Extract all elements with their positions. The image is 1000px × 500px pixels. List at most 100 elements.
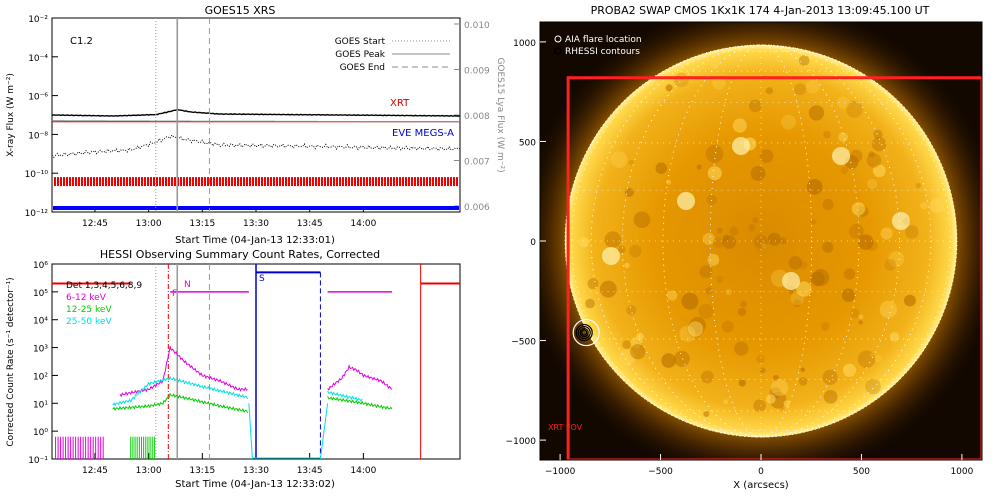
goes-flag-mark xyxy=(453,177,455,187)
solar-texture-blob xyxy=(798,55,810,66)
solar-texture-blob xyxy=(781,114,796,130)
goes-flag-mark xyxy=(330,177,332,187)
solar-texture-blob xyxy=(729,226,739,236)
goes-flag-mark xyxy=(225,177,227,187)
goes-flag-mark xyxy=(342,177,344,187)
goes-flag-mark xyxy=(168,177,170,187)
solar-texture-blob xyxy=(622,340,631,350)
solar-texture-blob xyxy=(799,261,808,270)
goes-flag-mark xyxy=(336,177,338,187)
solar-texture-blob xyxy=(752,217,759,224)
solar-texture-blob xyxy=(618,245,626,254)
solar-texture-blob xyxy=(857,234,874,250)
solar-texture-blob xyxy=(626,305,637,316)
solar-texture-blob xyxy=(794,83,807,96)
solar-texture-blob xyxy=(837,96,850,109)
solar-texture-blob xyxy=(880,227,893,240)
solar-texture-blob xyxy=(748,224,756,231)
rhessi-contour xyxy=(577,325,591,340)
solar-texture-blob xyxy=(753,234,768,249)
solar-texture-blob xyxy=(796,281,812,297)
solar-texture-blob xyxy=(710,60,719,69)
solar-texture-blob xyxy=(705,287,713,295)
solar-texture-blob xyxy=(822,198,834,211)
goes-flag-mark xyxy=(237,177,239,187)
goes-flag-mark xyxy=(390,177,392,187)
solar-texture-blob xyxy=(629,244,642,258)
goes-x-tick-label: 13:00 xyxy=(136,219,162,229)
goes-flag-mark xyxy=(99,177,101,187)
rhessi-contours xyxy=(575,323,593,342)
goes-flag-mark xyxy=(54,177,56,187)
rhessi-x-tick-label: 14:00 xyxy=(350,466,376,476)
goes-series-goes-lya xyxy=(52,120,460,123)
solar-texture-blob xyxy=(851,202,866,216)
solar-texture-blob xyxy=(706,194,717,205)
solar-texture-blob xyxy=(630,344,646,360)
rhessi-xlabel: Start Time (04-Jan-13 12:33:02) xyxy=(175,479,335,490)
goes-flag-mark xyxy=(90,177,92,187)
goes-x-tick-label: 14:00 xyxy=(350,219,376,229)
goes-y-tick-label: 10⁻⁶ xyxy=(28,93,48,103)
goes-flag-mark xyxy=(72,177,74,187)
rhessi-contour xyxy=(579,327,589,338)
solar-texture-blob xyxy=(872,164,886,178)
solar-texture-blob xyxy=(725,288,732,296)
legend-open-circle-icon xyxy=(554,35,562,43)
rhessi-x-tick-label: 13:30 xyxy=(243,466,269,476)
goes-flag-mark xyxy=(207,177,209,187)
solar-texture-blob xyxy=(674,72,689,88)
rhessi-series-25-50-keV xyxy=(327,390,363,402)
solar-texture-blob xyxy=(630,337,642,349)
solar-texture-blob xyxy=(628,160,634,166)
goes-x-tick-label: 12:45 xyxy=(82,219,108,229)
solar-texture-blob xyxy=(800,367,805,372)
goes-flag-mark xyxy=(147,177,149,187)
goes-flag-mark xyxy=(69,177,71,187)
goes-flag-mark xyxy=(57,177,59,187)
goes-red-stripe xyxy=(54,177,458,187)
goes-flag-mark xyxy=(447,177,449,187)
solar-texture-blob xyxy=(822,241,834,253)
goes-class-label: C1.2 xyxy=(70,36,93,47)
solar-texture-blob xyxy=(716,275,724,283)
goes-flag-mark xyxy=(387,177,389,187)
goes-flag-mark xyxy=(369,177,371,187)
goes-flag-mark xyxy=(393,177,395,187)
goes-panel: GOES15 XRS 10⁻² 10⁻⁴ 10⁻⁶ 10⁻⁸ 10⁻¹⁰ 10⁻¹² 0.… xyxy=(6,4,505,246)
solar-texture-blob xyxy=(681,292,699,310)
goes-flag-mark xyxy=(306,177,308,187)
goes-flag-mark xyxy=(267,177,269,187)
goes-flag-mark xyxy=(249,177,251,187)
solar-texture-blob xyxy=(585,298,595,309)
rhessi-series-6-12-keV xyxy=(327,364,393,391)
goes-flag-mark xyxy=(270,177,272,187)
goes-flag-mark xyxy=(75,177,77,187)
goes-flag-mark xyxy=(282,177,284,187)
goes-flag-mark xyxy=(312,177,314,187)
solar-texture-blob xyxy=(698,303,714,319)
solar-texture-blob xyxy=(865,378,881,395)
solar-texture-blob xyxy=(806,79,820,94)
swap-x-tick-label: −1000 xyxy=(545,467,576,477)
rhessi-series-25-50-keV xyxy=(112,375,249,407)
goes-markers xyxy=(155,18,210,212)
goes-flag-mark xyxy=(414,177,416,187)
goes-flag-mark xyxy=(255,177,257,187)
solar-texture-blob xyxy=(838,132,848,143)
goes-flag-mark xyxy=(429,177,431,187)
swap-image xyxy=(540,22,982,460)
solar-texture-blob xyxy=(599,280,617,298)
solar-texture-blob xyxy=(687,321,704,337)
solar-texture-blob xyxy=(707,253,720,266)
solar-texture-blob xyxy=(761,243,767,249)
goes-x-tick-label: 13:45 xyxy=(297,219,323,229)
goes-legend-start: GOES Start xyxy=(335,37,386,47)
solar-texture-blob xyxy=(703,411,710,417)
solar-texture-blob xyxy=(705,145,724,163)
solar-texture-blob xyxy=(846,101,863,118)
goes-flag-mark xyxy=(123,177,125,187)
solar-texture-blob xyxy=(808,105,825,121)
goes-flag-mark xyxy=(315,177,317,187)
goes-legend-peak: GOES Peak xyxy=(335,50,385,60)
